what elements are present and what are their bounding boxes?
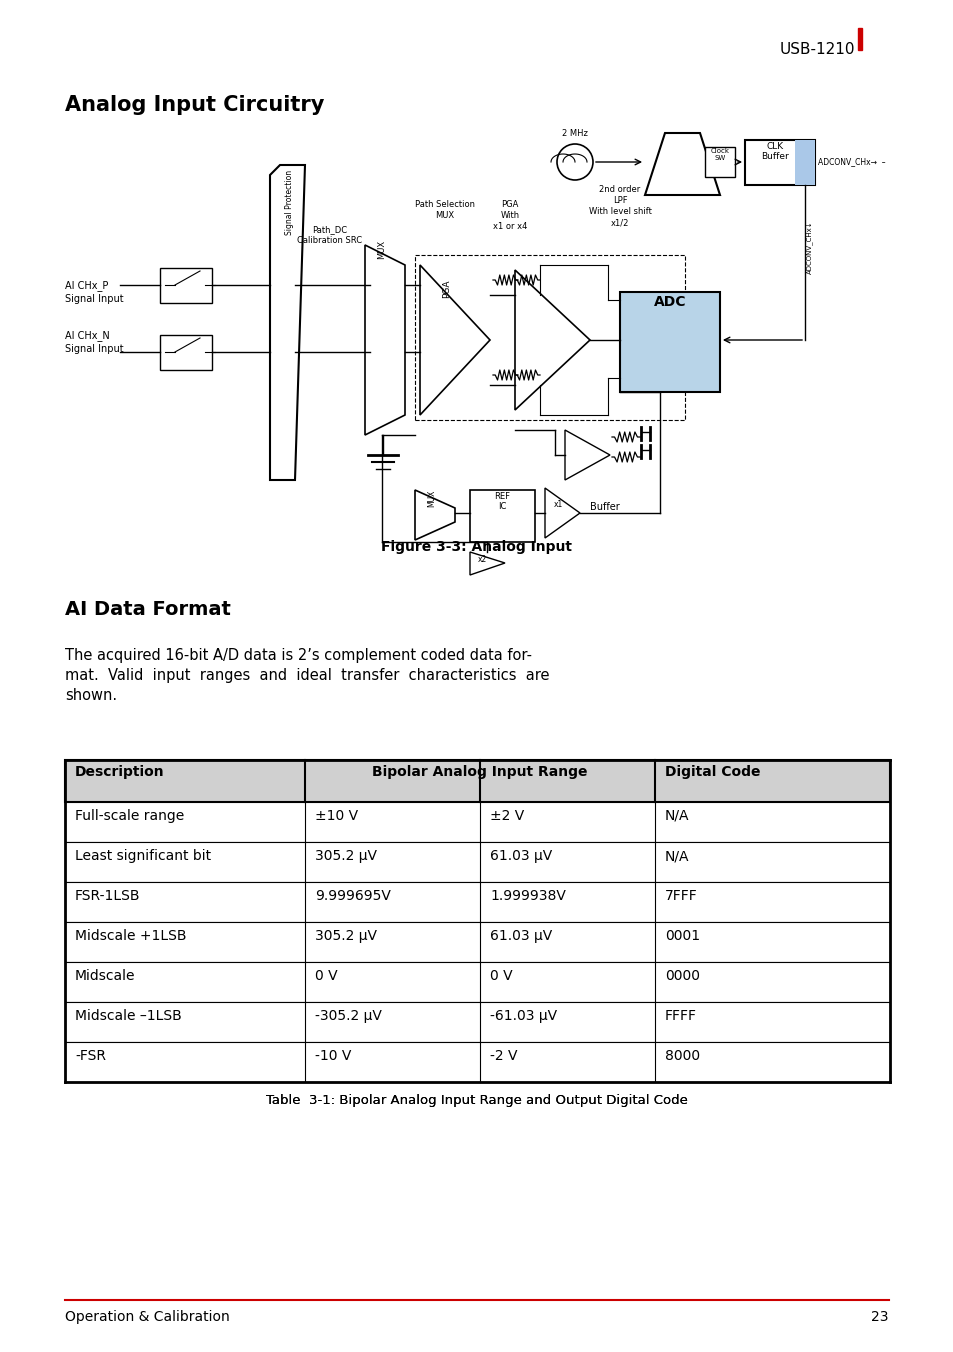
Text: PGA
With
x1 or x4: PGA With x1 or x4 — [493, 200, 527, 231]
Text: CLK
Buffer: CLK Buffer — [760, 142, 788, 161]
Text: Table  3-1: Bipolar Analog Input Range and Output Digital Code: Table 3-1: Bipolar Analog Input Range an… — [266, 1094, 687, 1107]
Text: Clock
SW: Clock SW — [710, 147, 729, 161]
Text: ADCONV_CHx↓: ADCONV_CHx↓ — [805, 220, 813, 273]
Bar — [65, 1042, 889, 1082]
Bar — [857, 28, 862, 50]
Polygon shape — [564, 430, 609, 480]
Bar — [65, 802, 889, 842]
Text: Operation & Calibration: Operation & Calibration — [65, 1310, 230, 1324]
Text: Buffer: Buffer — [589, 502, 619, 512]
Text: 305.2 μV: 305.2 μV — [314, 849, 376, 863]
Text: 2 MHz: 2 MHz — [561, 128, 587, 138]
Text: N/A: N/A — [664, 849, 689, 863]
Text: 8000: 8000 — [664, 1049, 700, 1063]
Text: ADCONV_CHx→  –: ADCONV_CHx→ – — [817, 157, 884, 166]
Text: Path_DC
Calibration SRC: Path_DC Calibration SRC — [297, 224, 362, 245]
Text: PGA: PGA — [442, 280, 451, 299]
Text: ±10 V: ±10 V — [314, 808, 357, 823]
Text: -2 V: -2 V — [490, 1049, 517, 1063]
Text: REF
IC: REF IC — [494, 492, 510, 511]
Text: 1.999938V: 1.999938V — [490, 890, 565, 903]
Text: 0001: 0001 — [664, 929, 700, 942]
Bar — [65, 922, 889, 963]
Text: 9.999695V: 9.999695V — [314, 890, 391, 903]
Text: x1: x1 — [553, 500, 562, 508]
Text: Figure 3-3: Analog Input: Figure 3-3: Analog Input — [381, 539, 572, 554]
Bar — [65, 760, 889, 802]
Polygon shape — [415, 489, 455, 539]
Bar — [704, 147, 734, 177]
Bar — [415, 256, 684, 420]
Polygon shape — [644, 132, 720, 195]
Polygon shape — [419, 265, 490, 415]
Text: Least significant bit: Least significant bit — [75, 849, 211, 863]
Bar — [65, 963, 889, 1002]
Text: MUX: MUX — [377, 241, 386, 260]
Bar — [160, 335, 212, 370]
Text: ±2 V: ±2 V — [490, 808, 524, 823]
Polygon shape — [470, 552, 504, 575]
Bar — [794, 141, 814, 185]
Text: mat.  Valid  input  ranges  and  ideal  transfer  characteristics  are: mat. Valid input ranges and ideal transf… — [65, 668, 549, 683]
Text: -FSR: -FSR — [75, 1049, 106, 1063]
Text: Midscale +1LSB: Midscale +1LSB — [75, 929, 186, 942]
Text: 0000: 0000 — [664, 969, 700, 983]
Text: -61.03 μV: -61.03 μV — [490, 1009, 557, 1023]
Text: 7FFF: 7FFF — [664, 890, 697, 903]
Bar — [470, 489, 535, 542]
Text: Signal Protection: Signal Protection — [285, 170, 294, 235]
Text: 61.03 μV: 61.03 μV — [490, 849, 552, 863]
Text: 305.2 μV: 305.2 μV — [314, 929, 376, 942]
Text: 61.03 μV: 61.03 μV — [490, 929, 552, 942]
Text: -10 V: -10 V — [314, 1049, 351, 1063]
Bar — [744, 141, 814, 185]
Polygon shape — [270, 165, 305, 480]
Polygon shape — [365, 245, 405, 435]
Text: 2nd order
LPF
With level shift
x1/2: 2nd order LPF With level shift x1/2 — [588, 185, 651, 227]
Text: FSR-1LSB: FSR-1LSB — [75, 890, 140, 903]
Text: Description: Description — [75, 765, 165, 779]
Text: N/A: N/A — [664, 808, 689, 823]
Text: x2: x2 — [476, 556, 486, 564]
Polygon shape — [544, 488, 579, 538]
Text: ADC: ADC — [653, 295, 685, 310]
Text: Midscale –1LSB: Midscale –1LSB — [75, 1009, 182, 1023]
Text: Digital Code: Digital Code — [664, 765, 760, 779]
Text: 23: 23 — [871, 1310, 888, 1324]
Text: -305.2 μV: -305.2 μV — [314, 1009, 381, 1023]
Text: The acquired 16-bit A/D data is 2’s complement coded data for-: The acquired 16-bit A/D data is 2’s comp… — [65, 648, 532, 662]
Text: Full-scale range: Full-scale range — [75, 808, 184, 823]
Polygon shape — [515, 270, 589, 410]
Text: AI Data Format: AI Data Format — [65, 600, 231, 619]
Bar — [65, 882, 889, 922]
Bar — [619, 292, 720, 392]
Bar — [65, 842, 889, 882]
Text: FFFF: FFFF — [664, 1009, 697, 1023]
Text: USB-1210: USB-1210 — [779, 42, 854, 57]
Text: AI CHx_N
Signal Input: AI CHx_N Signal Input — [65, 330, 124, 354]
Text: Analog Input Circuitry: Analog Input Circuitry — [65, 95, 324, 115]
Text: Table  3-1: Bipolar Analog Input Range and Output Digital Code: Table 3-1: Bipolar Analog Input Range an… — [266, 1094, 687, 1107]
Text: Path Selection
MUX: Path Selection MUX — [415, 200, 475, 220]
Text: 0 V: 0 V — [490, 969, 512, 983]
Bar — [65, 1002, 889, 1042]
Text: 0 V: 0 V — [314, 969, 337, 983]
Text: Bipolar Analog Input Range: Bipolar Analog Input Range — [372, 765, 587, 779]
Text: MUX: MUX — [427, 489, 436, 507]
Text: shown.: shown. — [65, 688, 117, 703]
Text: Midscale: Midscale — [75, 969, 135, 983]
Text: AI CHx_P
Signal Input: AI CHx_P Signal Input — [65, 280, 124, 304]
Bar — [160, 268, 212, 303]
